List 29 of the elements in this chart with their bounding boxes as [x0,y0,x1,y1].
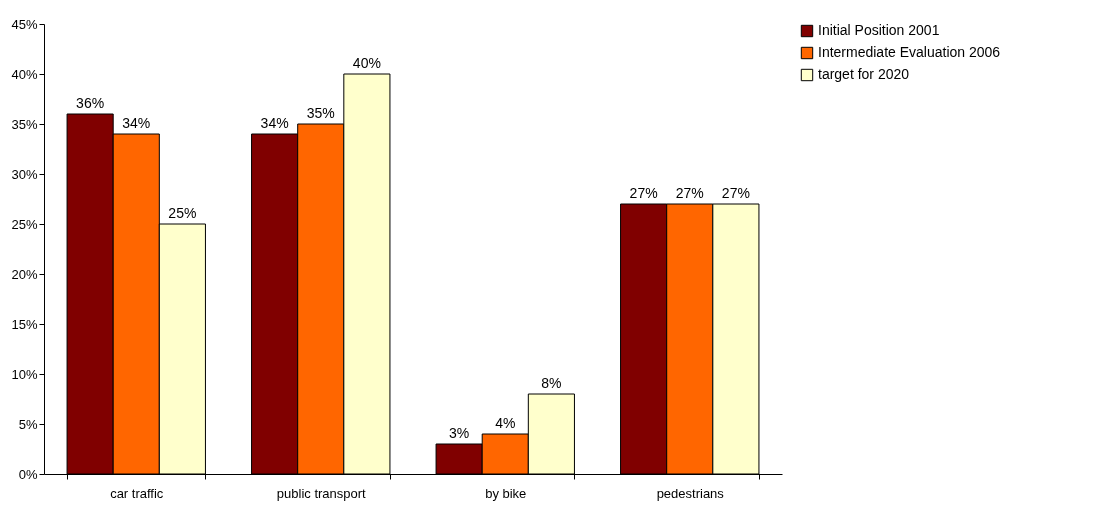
data-label: 8% [541,375,562,391]
y-tick-label: 15% [11,316,38,332]
data-label: 27% [675,185,704,201]
data-label: 25% [168,205,197,221]
legend-label: target for 2020 [818,66,910,82]
y-tick-label: 35% [11,116,38,132]
data-label: 34% [122,115,151,131]
y-tick-label: 25% [11,216,38,232]
data-label: 3% [449,425,470,441]
y-tick-label: 45% [11,16,38,32]
data-label: 27% [629,185,658,201]
y-tick-label: 30% [11,166,38,182]
x-tick-label: by bike [485,485,527,501]
legend-label: Initial Position 2001 [818,22,940,38]
y-tick-label: 10% [11,366,38,382]
y-tick-label: 0% [18,466,38,482]
data-label: 4% [495,415,516,431]
y-tick-label: 40% [11,66,38,82]
data-label: 27% [721,185,750,201]
data-label: 34% [260,115,289,131]
data-label: 40% [352,55,381,71]
y-tick-label: 20% [11,266,38,282]
x-tick-label: car traffic [110,485,164,501]
x-tick-label: public transport [276,485,367,501]
y-tick-label: 5% [18,416,38,432]
x-tick-label: pedestrians [656,485,725,501]
data-label: 35% [306,105,335,121]
legend-label: Intermediate Evaluation 2006 [818,44,1001,60]
data-label: 36% [76,95,105,111]
